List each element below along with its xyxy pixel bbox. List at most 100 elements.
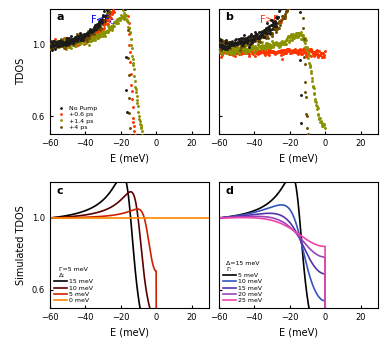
Point	[277, 20, 283, 25]
Point	[314, 185, 321, 191]
Point	[288, 50, 294, 56]
Point	[143, 142, 149, 147]
Point	[138, 201, 144, 207]
Point	[225, 44, 231, 50]
Point	[56, 43, 62, 49]
Point	[154, 264, 160, 270]
Point	[107, 27, 113, 32]
Point	[281, 15, 287, 20]
Point	[142, 204, 149, 209]
Point	[51, 43, 57, 48]
Point	[124, 109, 130, 115]
Point	[313, 212, 319, 218]
Point	[222, 49, 228, 54]
Point	[61, 40, 67, 45]
Point	[140, 199, 146, 205]
Point	[146, 203, 152, 209]
Point	[104, 1, 111, 6]
Point	[336, 236, 342, 241]
Point	[105, 7, 111, 13]
Point	[320, 210, 326, 215]
Point	[325, 252, 331, 258]
Point	[217, 36, 223, 42]
Point	[219, 45, 225, 51]
Point	[240, 46, 246, 51]
Point	[329, 229, 335, 235]
Point	[163, 260, 169, 265]
Point	[240, 40, 246, 46]
Point	[327, 257, 333, 262]
Point	[104, 16, 110, 22]
Point	[314, 211, 320, 216]
Point	[267, 27, 273, 32]
Point	[103, 18, 109, 24]
Point	[52, 40, 58, 45]
Point	[312, 98, 318, 104]
Point	[336, 235, 342, 241]
Point	[287, 34, 293, 39]
Point	[322, 125, 328, 131]
Point	[52, 41, 58, 47]
Point	[243, 50, 249, 55]
Point	[229, 49, 235, 54]
Point	[79, 35, 86, 41]
Point	[76, 38, 82, 44]
Point	[271, 41, 277, 47]
Point	[148, 154, 154, 160]
Point	[221, 38, 227, 43]
Point	[338, 236, 344, 241]
Point	[240, 44, 247, 50]
Point	[165, 326, 171, 331]
Point	[102, 29, 108, 34]
Point	[270, 21, 276, 27]
Point	[319, 120, 326, 126]
Point	[64, 38, 70, 43]
Point	[79, 35, 85, 41]
Point	[318, 213, 324, 218]
Point	[164, 315, 170, 320]
Point	[157, 229, 164, 234]
Point	[96, 34, 102, 39]
Point	[137, 206, 144, 211]
Point	[299, 160, 305, 166]
Point	[60, 44, 66, 49]
Point	[233, 43, 239, 49]
Point	[330, 260, 336, 265]
Point	[159, 243, 165, 249]
Point	[80, 38, 86, 44]
Point	[315, 53, 321, 59]
Point	[76, 34, 83, 39]
Point	[237, 51, 243, 56]
Point	[325, 312, 331, 317]
Point	[154, 229, 160, 235]
Point	[151, 236, 157, 241]
Point	[71, 38, 77, 43]
Point	[58, 42, 64, 48]
Point	[222, 49, 228, 54]
Point	[77, 41, 83, 47]
Point	[240, 47, 247, 52]
Point	[324, 252, 330, 257]
Point	[276, 8, 282, 14]
Point	[223, 49, 229, 54]
Point	[101, 17, 107, 23]
Point	[331, 235, 337, 240]
Point	[244, 37, 250, 42]
Point	[268, 44, 275, 49]
Point	[61, 41, 68, 47]
Point	[66, 39, 73, 45]
Point	[89, 37, 95, 42]
Point	[341, 254, 348, 260]
Point	[124, 134, 130, 140]
Point	[265, 44, 271, 49]
Point	[296, 31, 303, 36]
Point	[219, 42, 225, 48]
Point	[85, 30, 91, 36]
Point	[295, 30, 301, 35]
Point	[84, 30, 90, 36]
Point	[288, 50, 294, 55]
Point	[253, 47, 259, 53]
Point	[139, 133, 146, 138]
Point	[129, 199, 136, 204]
Point	[226, 42, 232, 48]
